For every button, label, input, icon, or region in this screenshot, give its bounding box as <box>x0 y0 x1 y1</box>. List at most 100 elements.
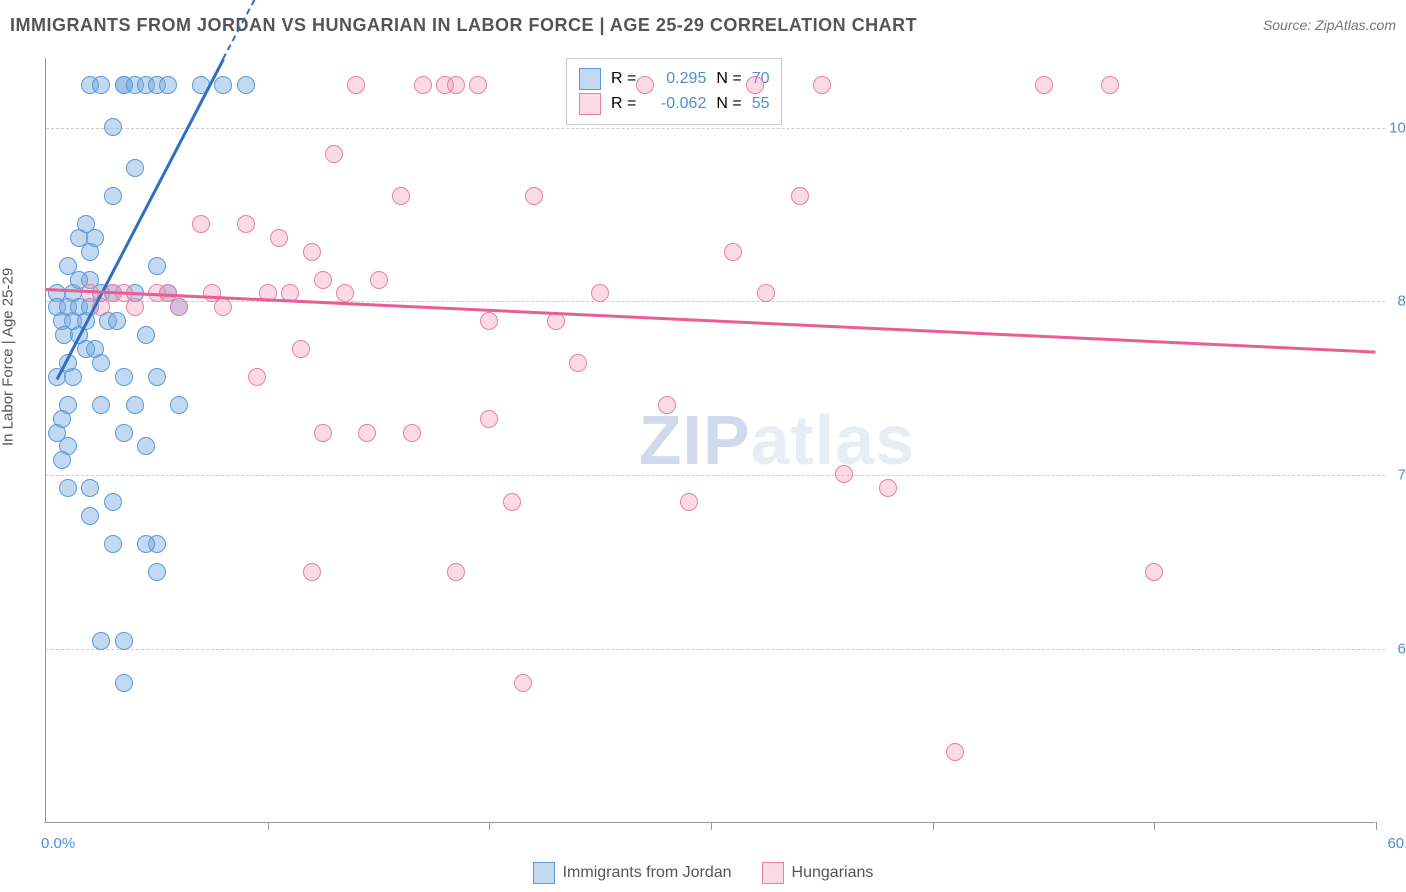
data-point <box>314 424 332 442</box>
data-point <box>81 479 99 497</box>
data-point <box>813 76 831 94</box>
data-point <box>115 424 133 442</box>
swatch-hungarian <box>762 862 784 884</box>
data-point <box>53 451 71 469</box>
data-point <box>946 743 964 761</box>
data-point <box>724 243 742 261</box>
data-point <box>104 535 122 553</box>
data-point <box>1035 76 1053 94</box>
data-point <box>126 159 144 177</box>
data-point <box>137 535 155 553</box>
data-point <box>879 479 897 497</box>
y-tick-label: 62.5% <box>1397 641 1406 658</box>
data-point <box>325 145 343 163</box>
data-point <box>791 187 809 205</box>
data-point <box>237 215 255 233</box>
legend-r-value: 0.295 <box>646 70 706 88</box>
data-point <box>469 76 487 94</box>
x-axis-max-label: 60.0% <box>1387 835 1406 852</box>
data-point <box>159 76 177 94</box>
data-point <box>92 76 110 94</box>
data-point <box>248 368 266 386</box>
data-point <box>48 424 66 442</box>
legend-n-label: N = <box>716 95 741 113</box>
data-point <box>303 563 321 581</box>
data-point <box>569 354 587 372</box>
legend-r-value: -0.062 <box>646 95 706 113</box>
data-point <box>214 298 232 316</box>
y-axis-label: In Labor Force | Age 25-29 <box>0 268 17 446</box>
chart-title: IMMIGRANTS FROM JORDAN VS HUNGARIAN IN L… <box>10 15 917 36</box>
legend-n-value: 55 <box>752 95 770 113</box>
data-point <box>292 340 310 358</box>
data-point <box>104 118 122 136</box>
data-point <box>214 76 232 94</box>
data-point <box>658 396 676 414</box>
data-point <box>108 312 126 330</box>
data-point <box>148 257 166 275</box>
data-point <box>137 326 155 344</box>
data-point <box>64 368 82 386</box>
data-point <box>192 215 210 233</box>
data-point <box>757 284 775 302</box>
gridline <box>46 649 1385 650</box>
data-point <box>303 243 321 261</box>
data-point <box>447 76 465 94</box>
data-point <box>104 493 122 511</box>
x-axis-min-label: 0.0% <box>41 835 75 852</box>
data-point <box>270 229 288 247</box>
data-point <box>1145 563 1163 581</box>
legend-r-label: R = <box>611 70 636 88</box>
swatch-hungarian <box>579 93 601 115</box>
x-tick <box>1376 822 1377 830</box>
legend-r-label: R = <box>611 95 636 113</box>
data-point <box>137 437 155 455</box>
x-tick <box>268 822 269 830</box>
data-point <box>77 340 95 358</box>
data-point <box>414 76 432 94</box>
legend-row-hungarian: R = -0.062 N = 55 <box>579 93 769 115</box>
data-point <box>746 76 764 94</box>
watermark: ZIPatlas <box>639 400 915 480</box>
data-point <box>835 465 853 483</box>
data-point <box>525 187 543 205</box>
x-tick <box>1154 822 1155 830</box>
data-point <box>92 632 110 650</box>
data-point <box>392 187 410 205</box>
data-point <box>170 298 188 316</box>
legend-item-jordan: Immigrants from Jordan <box>533 862 732 884</box>
data-point <box>115 632 133 650</box>
data-point <box>447 563 465 581</box>
data-point <box>148 368 166 386</box>
data-point <box>503 493 521 511</box>
x-tick <box>933 822 934 830</box>
data-point <box>314 271 332 289</box>
data-point <box>480 410 498 428</box>
x-tick <box>711 822 712 830</box>
source-label: Source: ZipAtlas.com <box>1263 17 1396 33</box>
data-point <box>115 674 133 692</box>
data-point <box>403 424 421 442</box>
data-point <box>170 396 188 414</box>
data-point <box>115 368 133 386</box>
data-point <box>81 507 99 525</box>
legend-row-jordan: R = 0.295 N = 70 <box>579 68 769 90</box>
scatter-plot: ZIPatlas R = 0.295 N = 70 R = -0.062 N =… <box>45 58 1375 823</box>
y-tick-label: 100.0% <box>1389 119 1406 136</box>
data-point <box>104 187 122 205</box>
data-point <box>591 284 609 302</box>
y-tick-label: 87.5% <box>1397 293 1406 310</box>
gridline <box>46 128 1385 129</box>
swatch-jordan <box>533 862 555 884</box>
gridline <box>46 475 1385 476</box>
data-point <box>1101 76 1119 94</box>
data-point <box>347 76 365 94</box>
data-point <box>59 479 77 497</box>
swatch-jordan <box>579 68 601 90</box>
legend-n-label: N = <box>716 70 741 88</box>
data-point <box>126 298 144 316</box>
data-point <box>514 674 532 692</box>
data-point <box>81 243 99 261</box>
data-point <box>636 76 654 94</box>
x-tick <box>489 822 490 830</box>
